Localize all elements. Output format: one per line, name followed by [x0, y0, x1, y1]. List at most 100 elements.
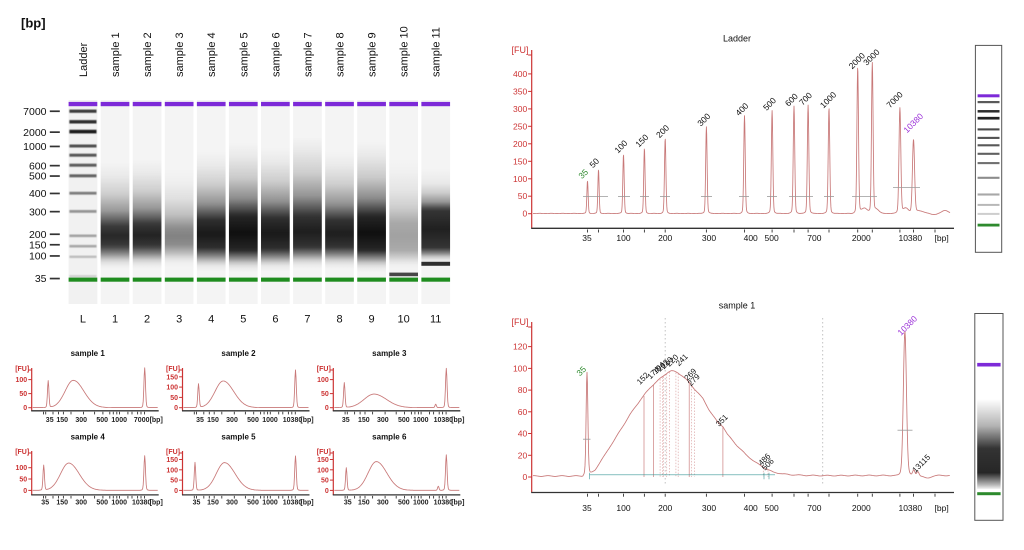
svg-text:400: 400	[513, 69, 527, 79]
svg-text:sample 5: sample 5	[238, 32, 250, 77]
svg-text:[bp]: [bp]	[451, 500, 464, 507]
svg-text:150: 150	[358, 417, 370, 424]
svg-text:sample 9: sample 9	[367, 32, 379, 77]
svg-text:2000: 2000	[852, 503, 871, 513]
svg-text:40: 40	[518, 429, 528, 439]
svg-text:[FU]: [FU]	[166, 366, 180, 373]
svg-text:50: 50	[19, 391, 27, 398]
svg-text:50: 50	[170, 478, 178, 485]
svg-text:[FU]: [FU]	[166, 449, 180, 456]
svg-text:100: 100	[513, 174, 527, 184]
svg-text:50: 50	[321, 478, 329, 485]
svg-text:sample 4: sample 4	[71, 432, 106, 441]
svg-text:50: 50	[587, 156, 601, 170]
svg-text:200: 200	[513, 139, 527, 149]
svg-text:35: 35	[41, 500, 49, 507]
svg-text:10: 10	[397, 314, 409, 326]
svg-text:[bp]: [bp]	[451, 417, 464, 424]
svg-text:150: 150	[633, 132, 650, 149]
svg-text:350: 350	[513, 86, 527, 96]
svg-text:351: 351	[714, 412, 730, 428]
svg-text:500: 500	[96, 500, 108, 507]
svg-text:7000: 7000	[134, 417, 150, 424]
svg-text:600: 600	[29, 160, 47, 172]
svg-text:700: 700	[797, 90, 814, 107]
svg-text:[FU]: [FU]	[317, 449, 331, 456]
svg-text:200: 200	[654, 123, 671, 140]
svg-text:10380: 10380	[898, 233, 922, 243]
svg-text:300: 300	[29, 206, 47, 218]
svg-text:[bp]: [bp]	[150, 417, 163, 424]
svg-text:sample 5: sample 5	[221, 432, 256, 441]
svg-text:1000: 1000	[111, 500, 127, 507]
svg-text:35: 35	[193, 500, 201, 507]
svg-text:120: 120	[513, 342, 527, 352]
svg-text:8: 8	[336, 314, 342, 326]
svg-text:100: 100	[616, 503, 630, 513]
svg-text:Ladder: Ladder	[78, 42, 90, 77]
svg-text:500: 500	[247, 417, 259, 424]
svg-text:10380: 10380	[895, 313, 919, 337]
svg-text:7000: 7000	[23, 106, 47, 118]
svg-text:150: 150	[166, 374, 178, 381]
svg-text:0: 0	[522, 472, 527, 482]
svg-text:sample 1: sample 1	[110, 32, 122, 77]
svg-text:100: 100	[317, 467, 329, 474]
svg-text:100: 100	[612, 138, 629, 155]
svg-text:100: 100	[16, 465, 28, 472]
svg-text:9: 9	[369, 314, 375, 326]
svg-text:50: 50	[170, 395, 178, 402]
svg-text:10380: 10380	[283, 500, 303, 507]
svg-text:1000: 1000	[262, 500, 278, 507]
svg-text:3: 3	[176, 314, 182, 326]
svg-text:0: 0	[174, 488, 178, 495]
svg-text:1000: 1000	[23, 141, 47, 153]
svg-text:300: 300	[226, 417, 238, 424]
svg-text:300: 300	[695, 111, 712, 128]
svg-text:2000: 2000	[852, 233, 871, 243]
svg-text:35: 35	[582, 233, 592, 243]
svg-text:35: 35	[35, 273, 47, 285]
svg-text:500: 500	[765, 233, 779, 243]
svg-text:[FU]: [FU]	[15, 449, 29, 456]
svg-text:300: 300	[75, 500, 87, 507]
svg-text:300: 300	[377, 500, 389, 507]
svg-text:500: 500	[761, 95, 778, 112]
svg-text:50: 50	[19, 477, 27, 484]
svg-text:2: 2	[144, 314, 150, 326]
svg-text:1000: 1000	[111, 417, 127, 424]
svg-text:sample 8: sample 8	[335, 32, 347, 77]
svg-text:10380: 10380	[898, 503, 922, 513]
svg-text:35: 35	[582, 503, 592, 513]
svg-text:4: 4	[208, 314, 214, 326]
svg-text:500: 500	[398, 500, 410, 507]
svg-text:150: 150	[207, 500, 219, 507]
svg-text:500: 500	[29, 171, 47, 183]
svg-text:10380: 10380	[901, 111, 925, 135]
svg-text:150: 150	[56, 417, 68, 424]
svg-text:700: 700	[807, 233, 821, 243]
svg-text:50: 50	[321, 391, 329, 398]
svg-text:0: 0	[23, 488, 27, 495]
svg-text:200: 200	[29, 229, 47, 241]
svg-text:300: 300	[377, 417, 389, 424]
svg-text:300: 300	[702, 503, 716, 513]
svg-text:0: 0	[325, 488, 329, 495]
svg-text:L: L	[80, 314, 86, 326]
svg-text:300: 300	[75, 417, 87, 424]
svg-text:100: 100	[29, 251, 47, 263]
svg-text:1000: 1000	[818, 89, 839, 110]
svg-text:150: 150	[166, 457, 178, 464]
svg-text:150: 150	[56, 500, 68, 507]
svg-text:sample 6: sample 6	[270, 32, 282, 77]
svg-text:700: 700	[807, 503, 821, 513]
svg-text:[bp]: [bp]	[935, 503, 949, 513]
svg-text:100: 100	[166, 467, 178, 474]
svg-text:200: 200	[658, 233, 672, 243]
svg-text:200: 200	[658, 503, 672, 513]
svg-text:100: 100	[317, 377, 329, 384]
svg-text:sample 4: sample 4	[206, 32, 218, 77]
svg-text:sample 11: sample 11	[431, 27, 443, 77]
svg-text:400: 400	[733, 101, 750, 118]
svg-text:100: 100	[166, 385, 178, 392]
